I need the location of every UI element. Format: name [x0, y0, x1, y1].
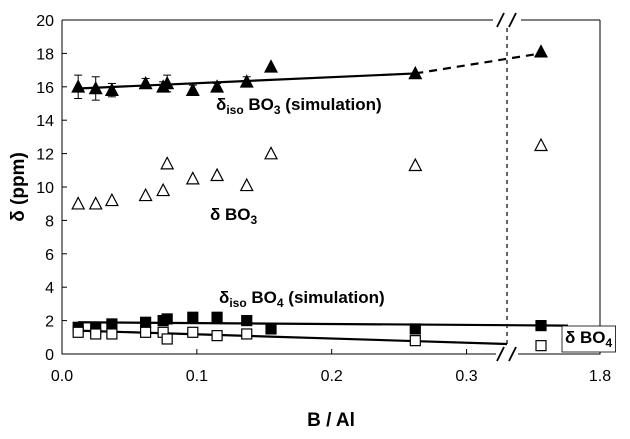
axis-break-mark — [496, 12, 505, 28]
x-axis-title: B / Al — [307, 410, 355, 431]
annotation-iso-bo4: δiso BO4 (simulation) — [219, 288, 385, 310]
x-tick-label: 0.0 — [51, 368, 73, 385]
open-triangle-marker — [71, 196, 86, 210]
filled-square-marker — [140, 316, 152, 328]
y-tick-label: 14 — [36, 113, 54, 130]
filled-triangle-marker — [138, 75, 153, 90]
annotation-bo4-box — [561, 325, 616, 353]
open-square-marker — [72, 326, 84, 338]
axis-break-mark — [496, 346, 505, 362]
filled-square-marker — [106, 318, 118, 330]
filled-triangle-marker — [239, 74, 254, 88]
filled-triangle-marker — [408, 65, 423, 80]
x-tick-label: 0.3 — [455, 368, 477, 385]
filled-square-marker — [241, 315, 253, 327]
y-tick-label: 0 — [45, 347, 54, 364]
open-triangle-marker — [210, 167, 225, 182]
open-triangle-marker — [534, 137, 548, 152]
axes: 0 2 4 6 8 10 12 14 16 18 20 0.0 0.1 0.2 0.3 1.8 B / Al δ … — [8, 12, 611, 431]
open-triangle-marker — [88, 196, 103, 210]
open-square-marker — [140, 326, 152, 338]
open-triangle-marker — [156, 182, 171, 197]
annotation-bo4: δ BO4 — [565, 328, 613, 350]
filled-triangle-marker — [104, 82, 119, 96]
filled-square-marker — [211, 311, 223, 323]
open-square-marker — [409, 335, 421, 347]
trend-line-iso_bo4_fit — [78, 321, 569, 327]
annotation-iso-bo3: δiso BO3 (simulation) — [216, 95, 382, 117]
y-tick-label: 18 — [36, 46, 54, 63]
open-triangle-marker — [160, 156, 175, 170]
annotations: δiso BO3 (simulation) δ BO3 δiso BO4 (simu… — [210, 95, 616, 353]
open-square-marker — [241, 328, 253, 340]
filled-square-marker — [187, 311, 199, 323]
filled-square-marker — [409, 323, 421, 335]
y-tick-label: 8 — [45, 213, 54, 230]
series-iso_bo4_sim — [72, 311, 547, 335]
filled-triangle-marker — [264, 59, 279, 73]
data-points — [71, 44, 548, 352]
x-tick-label: 0.1 — [186, 368, 208, 385]
y-tick-label: 20 — [36, 13, 54, 30]
open-triangle-marker — [104, 192, 119, 207]
filled-square-marker — [535, 320, 547, 332]
open-square-marker — [535, 340, 547, 352]
series-bo3 — [71, 137, 548, 210]
filled-square-marker — [161, 313, 173, 325]
filled-triangle-marker — [88, 80, 103, 95]
y-axis-title: δ (ppm) — [8, 152, 29, 222]
y-tick-label: 2 — [45, 314, 54, 331]
filled-triangle-marker — [534, 44, 548, 58]
open-triangle-marker — [408, 157, 423, 172]
open-square-marker — [187, 326, 199, 338]
y-tick-label: 10 — [36, 180, 54, 197]
filled-triangle-marker — [210, 79, 225, 93]
x-tick-label: 1.8 — [589, 368, 611, 385]
annotation-bo3: δ BO3 — [210, 205, 258, 227]
y-tick-label: 4 — [45, 280, 54, 297]
y-tick-label: 6 — [45, 247, 54, 264]
open-triangle-marker — [185, 171, 200, 185]
open-triangle-marker — [239, 177, 254, 192]
open-square-marker — [90, 328, 102, 340]
filled-triangle-marker — [160, 75, 175, 90]
filled-triangle-marker — [185, 82, 200, 96]
filled-triangle-marker — [71, 79, 86, 93]
open-triangle-marker — [264, 146, 279, 160]
open-square-marker — [211, 330, 223, 342]
open-square-marker — [106, 328, 118, 340]
open-square-marker — [161, 333, 173, 345]
trend-line-iso_bo3_ext — [415, 52, 542, 75]
series-iso_bo3_sim — [71, 44, 548, 101]
filled-square-marker — [265, 323, 277, 335]
y-tick-label: 12 — [36, 147, 54, 164]
open-triangle-marker — [138, 187, 153, 202]
y-tick-label: 16 — [36, 80, 54, 97]
axis-break-mark — [508, 346, 517, 362]
series-bo4 — [72, 326, 547, 352]
axis-break-mark — [508, 12, 517, 28]
x-tick-label: 0.2 — [321, 368, 343, 385]
